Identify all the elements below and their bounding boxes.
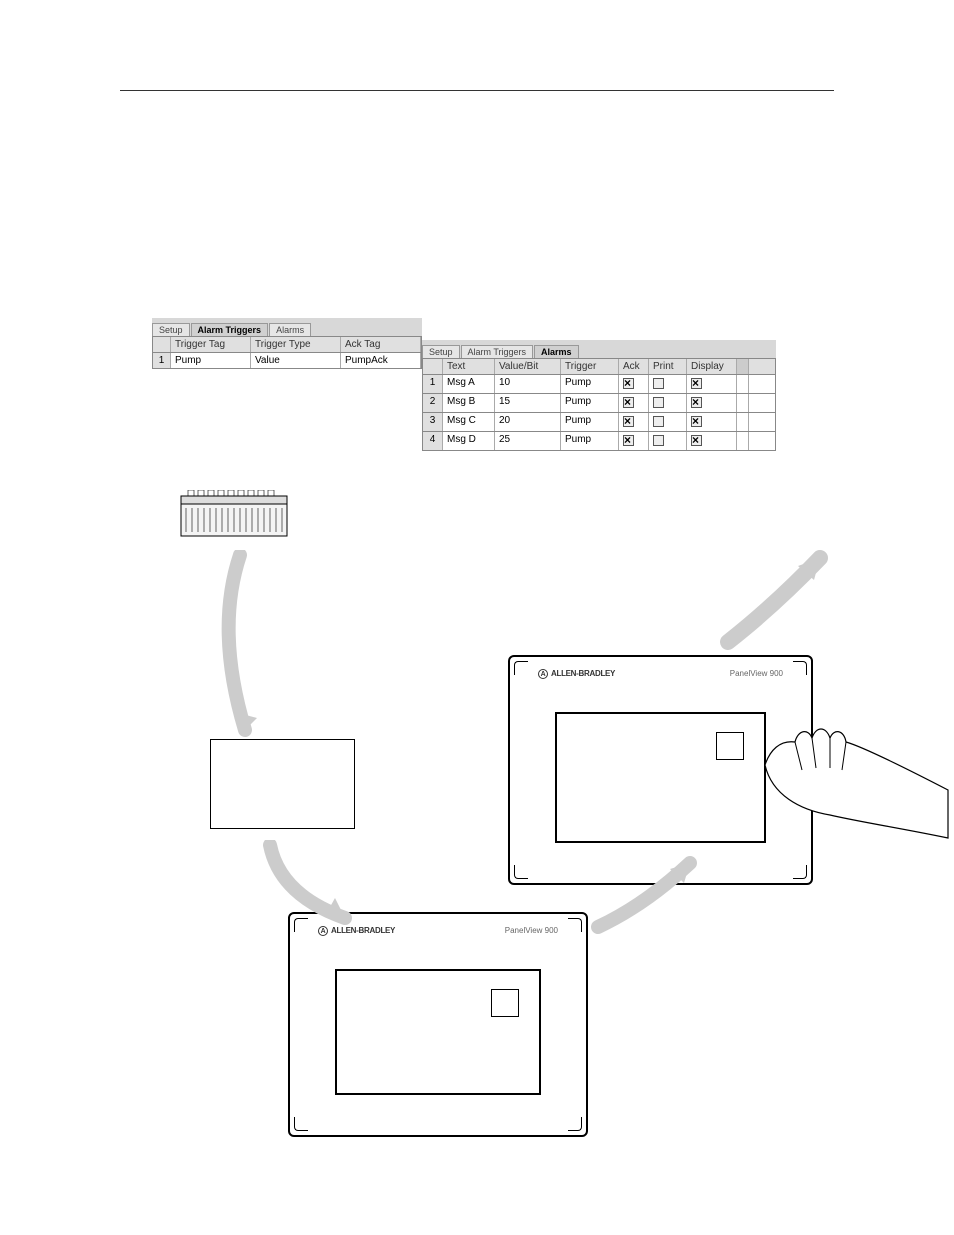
alarms-header-row: Text Value/Bit Trigger Ack Print Display <box>422 358 776 375</box>
cell-trigger: Pump <box>561 375 619 393</box>
model-label: PanelView 900 <box>505 926 558 935</box>
flow-arrow-4 <box>720 550 830 650</box>
table-row[interactable]: 2Msg B15Pump <box>422 394 776 413</box>
col-trigger-type: Trigger Type <box>251 337 341 352</box>
cell-ack[interactable] <box>619 432 649 450</box>
col-text: Text <box>443 359 495 374</box>
cell-trigger: Pump <box>561 394 619 412</box>
tab-setup[interactable]: Setup <box>422 345 460 358</box>
row-num-header <box>423 359 443 374</box>
col-print: Print <box>649 359 687 374</box>
screen-button[interactable] <box>716 732 744 760</box>
panelview-device-2: AALLEN-BRADLEY PanelView 900 <box>288 912 588 1137</box>
tab-alarms[interactable]: Alarms <box>534 345 579 358</box>
row-num-header <box>153 337 171 352</box>
scrollbar-stub[interactable] <box>737 359 749 374</box>
cell-text: Msg A <box>443 375 495 393</box>
tab-alarm-triggers[interactable]: Alarm Triggers <box>191 323 269 336</box>
cell-valuebit: 10 <box>495 375 561 393</box>
col-ack: Ack <box>619 359 649 374</box>
cell-valuebit: 25 <box>495 432 561 450</box>
row-num: 2 <box>423 394 443 412</box>
row-num: 3 <box>423 413 443 431</box>
row-num: 1 <box>423 375 443 393</box>
flow-arrow-3 <box>590 855 700 935</box>
hand-icon <box>760 710 950 840</box>
alarms-dialog: Setup Alarm Triggers Alarms Text Value/B… <box>422 340 776 451</box>
page-top-rule <box>120 90 834 91</box>
col-trigger-tag: Trigger Tag <box>171 337 251 352</box>
tab-alarm-triggers[interactable]: Alarm Triggers <box>461 345 534 358</box>
col-ack-tag: Ack Tag <box>341 337 421 352</box>
controller-icon <box>180 490 288 538</box>
model-label: PanelView 900 <box>730 669 783 678</box>
cell-display[interactable] <box>687 432 737 450</box>
touch-screen[interactable] <box>555 712 766 843</box>
cell-display[interactable] <box>687 413 737 431</box>
table-row[interactable]: 3Msg C20Pump <box>422 413 776 432</box>
table-row[interactable]: 4Msg D25Pump <box>422 432 776 451</box>
col-trigger: Trigger <box>561 359 619 374</box>
cell-text: Msg B <box>443 394 495 412</box>
touch-screen[interactable] <box>335 969 541 1095</box>
col-display: Display <box>687 359 737 374</box>
flow-arrow-2 <box>260 840 360 930</box>
alarm-triggers-dialog: Setup Alarm Triggers Alarms Trigger Tag … <box>152 318 422 369</box>
tab-row: Setup Alarm Triggers Alarms <box>422 340 776 358</box>
screen-button[interactable] <box>491 989 519 1017</box>
row-num: 1 <box>153 353 171 368</box>
cell-valuebit: 15 <box>495 394 561 412</box>
cell-ack[interactable] <box>619 394 649 412</box>
table-row[interactable]: 1 Pump Value PumpAck <box>152 353 422 369</box>
cell-ack-tag: PumpAck <box>341 353 421 368</box>
cell-ack[interactable] <box>619 413 649 431</box>
cell-trigger-type: Value <box>251 353 341 368</box>
cell-trigger: Pump <box>561 413 619 431</box>
cell-text: Msg D <box>443 432 495 450</box>
cell-print[interactable] <box>649 375 687 393</box>
cell-display[interactable] <box>687 394 737 412</box>
inset-illustration-box <box>210 739 355 829</box>
row-num: 4 <box>423 432 443 450</box>
cell-display[interactable] <box>687 375 737 393</box>
triggers-header-row: Trigger Tag Trigger Type Ack Tag <box>152 336 422 353</box>
flow-arrow-1 <box>200 550 280 740</box>
brand-label: AALLEN-BRADLEY <box>538 669 615 679</box>
tab-row: Setup Alarm Triggers Alarms <box>152 318 422 336</box>
cell-valuebit: 20 <box>495 413 561 431</box>
col-valuebit: Value/Bit <box>495 359 561 374</box>
cell-ack[interactable] <box>619 375 649 393</box>
cell-print[interactable] <box>649 432 687 450</box>
table-row[interactable]: 1Msg A10Pump <box>422 375 776 394</box>
cell-text: Msg C <box>443 413 495 431</box>
tab-setup[interactable]: Setup <box>152 323 190 336</box>
cell-trigger: Pump <box>561 432 619 450</box>
cell-trigger-tag: Pump <box>171 353 251 368</box>
tab-alarms[interactable]: Alarms <box>269 323 311 336</box>
cell-print[interactable] <box>649 413 687 431</box>
cell-print[interactable] <box>649 394 687 412</box>
